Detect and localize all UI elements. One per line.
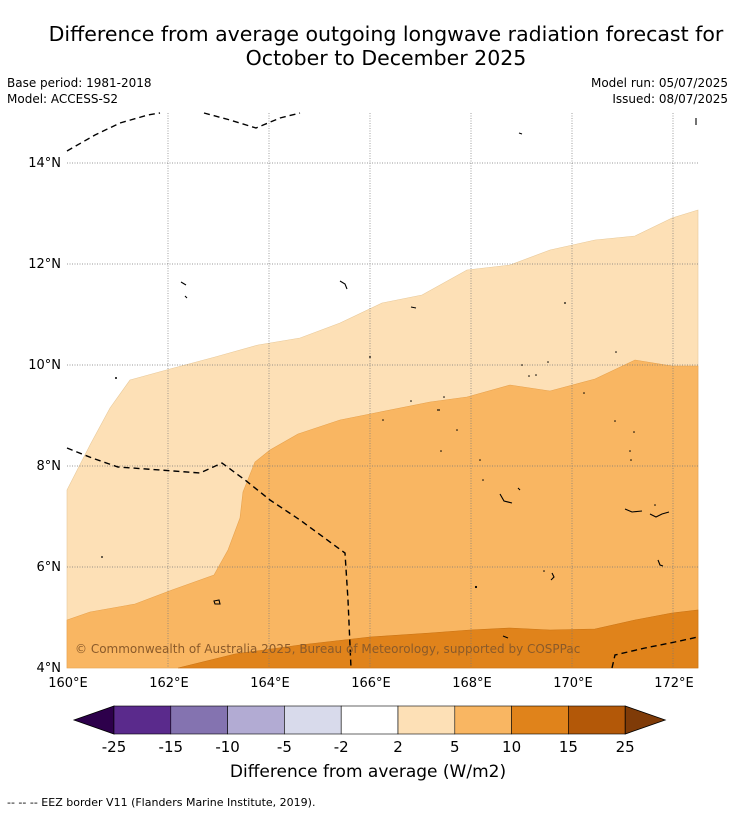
colorbar-segment <box>511 705 569 735</box>
lat-label-4: 4°N <box>37 661 62 676</box>
lat-label-14: 14°N <box>28 156 61 171</box>
lon-label-172: 172°E <box>654 676 694 691</box>
lon-label-168: 168°E <box>452 676 492 691</box>
island-outlines <box>180 118 697 639</box>
colorbar-tick-label: 15 <box>559 738 578 756</box>
colorbar-extend-high <box>624 705 667 735</box>
meta-right: Model run: 05/07/2025 Issued: 08/07/2025 <box>591 75 728 107</box>
colorbar-segment <box>568 705 626 735</box>
anomaly-band-10-15 <box>177 609 699 669</box>
colorbar-tick-label: -15 <box>159 738 184 756</box>
colorbar-tick-label: -25 <box>102 738 127 756</box>
colorbar-tick-label: 10 <box>502 738 521 756</box>
footer-note: -- -- -- EEZ border V11 (Flanders Marine… <box>7 796 316 809</box>
lat-label-12: 12°N <box>28 257 61 272</box>
title-line-2: October to December 2025 <box>245 46 527 70</box>
colorbar-segment <box>113 705 172 735</box>
longitude-labels: 160°E 162°E 164°E 166°E 168°E 170°E 172°… <box>48 676 694 691</box>
colorbar-segment <box>340 705 399 735</box>
colorbar-segment <box>170 705 228 735</box>
lat-label-8: 8°N <box>37 459 62 474</box>
colorbar-tick-label: 2 <box>393 738 403 756</box>
copyright-notice: © Commonwealth of Australia 2025, Bureau… <box>75 642 580 656</box>
colorbar-tick-label: 5 <box>450 738 460 756</box>
colorbar-segment <box>284 705 342 735</box>
colorbar-segment <box>397 705 456 735</box>
map-title: Difference from average outgoing longwav… <box>0 22 736 70</box>
eez-border-north <box>66 112 161 152</box>
eez-border-southeast <box>611 636 699 669</box>
issued-date: Issued: 08/07/2025 <box>612 92 728 106</box>
colorbar-extend-low <box>72 705 115 735</box>
lon-label-160: 160°E <box>48 676 88 691</box>
island-dots <box>101 302 656 589</box>
title-line-1: Difference from average outgoing longwav… <box>48 22 724 46</box>
colorbar-tick-label: 25 <box>616 738 635 756</box>
colorbar-tick-label: -10 <box>215 738 240 756</box>
lon-label-166: 166°E <box>351 676 391 691</box>
colorbar-segment <box>454 705 512 735</box>
anomaly-band-5-10 <box>66 359 699 669</box>
meta-left: Base period: 1981-2018 Model: ACCESS-S2 <box>7 75 152 107</box>
lon-label-170: 170°E <box>553 676 593 691</box>
eez-border-west <box>66 447 352 669</box>
lon-label-164: 164°E <box>250 676 290 691</box>
lat-label-6: 6°N <box>37 560 62 575</box>
colorbar: -25 -15 -10 -5 -2 2 5 10 15 25 <box>72 705 667 756</box>
colorbar-tick-label: -5 <box>277 738 292 756</box>
model-run: Model run: 05/07/2025 <box>590 76 728 90</box>
colorbar-tick-label: -2 <box>334 738 349 756</box>
colorbar-label: Difference from average (W/m2) <box>229 762 507 782</box>
colorbar-segment <box>227 705 285 735</box>
lat-label-10: 10°N <box>28 358 61 373</box>
grid-lines <box>67 113 698 668</box>
model-name: Model: ACCESS-S2 <box>7 92 119 106</box>
base-period: Base period: 1981-2018 <box>7 76 152 90</box>
lon-label-162: 162°E <box>149 676 189 691</box>
latitude-labels: 4°N 6°N 8°N 10°N 12°N 14°N <box>28 156 61 676</box>
eez-borders <box>66 112 699 669</box>
map-panel <box>66 112 699 669</box>
eez-border-north-2 <box>203 112 301 129</box>
